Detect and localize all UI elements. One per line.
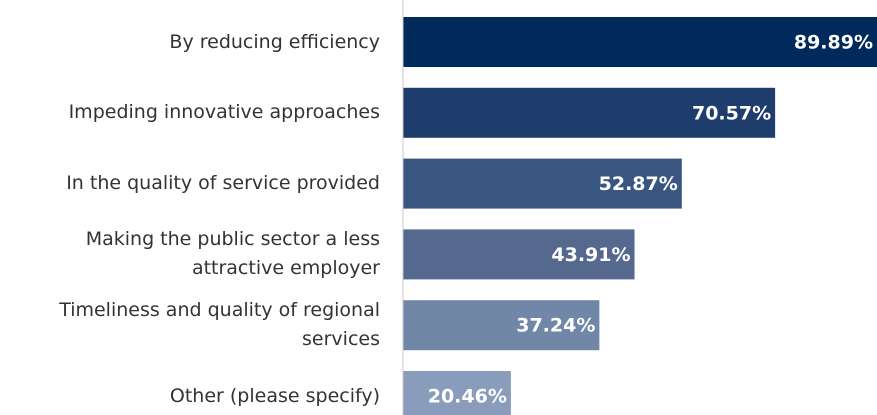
bar (403, 87, 776, 138)
category-label: Other (please specify) (169, 384, 380, 407)
data-label: 43.91% (551, 244, 630, 266)
bar (403, 229, 635, 280)
data-label: 20.46% (428, 386, 507, 408)
data-label: 89.89% (794, 32, 873, 54)
data-label: 52.87% (599, 173, 678, 195)
data-label: 37.24% (516, 315, 595, 337)
category-label: Making the public sector a less attracti… (85, 228, 380, 280)
category-label: In the quality of service provided (66, 172, 380, 195)
category-label: By reducing efficiency (169, 30, 380, 53)
data-label: 70.57% (692, 102, 771, 124)
bar (403, 158, 682, 209)
bar (403, 371, 511, 415)
category-label: Impeding innovative approaches (68, 101, 380, 124)
category-label: Timeliness and quality of regional servi… (59, 299, 380, 351)
bar (403, 17, 877, 67)
bar (403, 300, 600, 351)
